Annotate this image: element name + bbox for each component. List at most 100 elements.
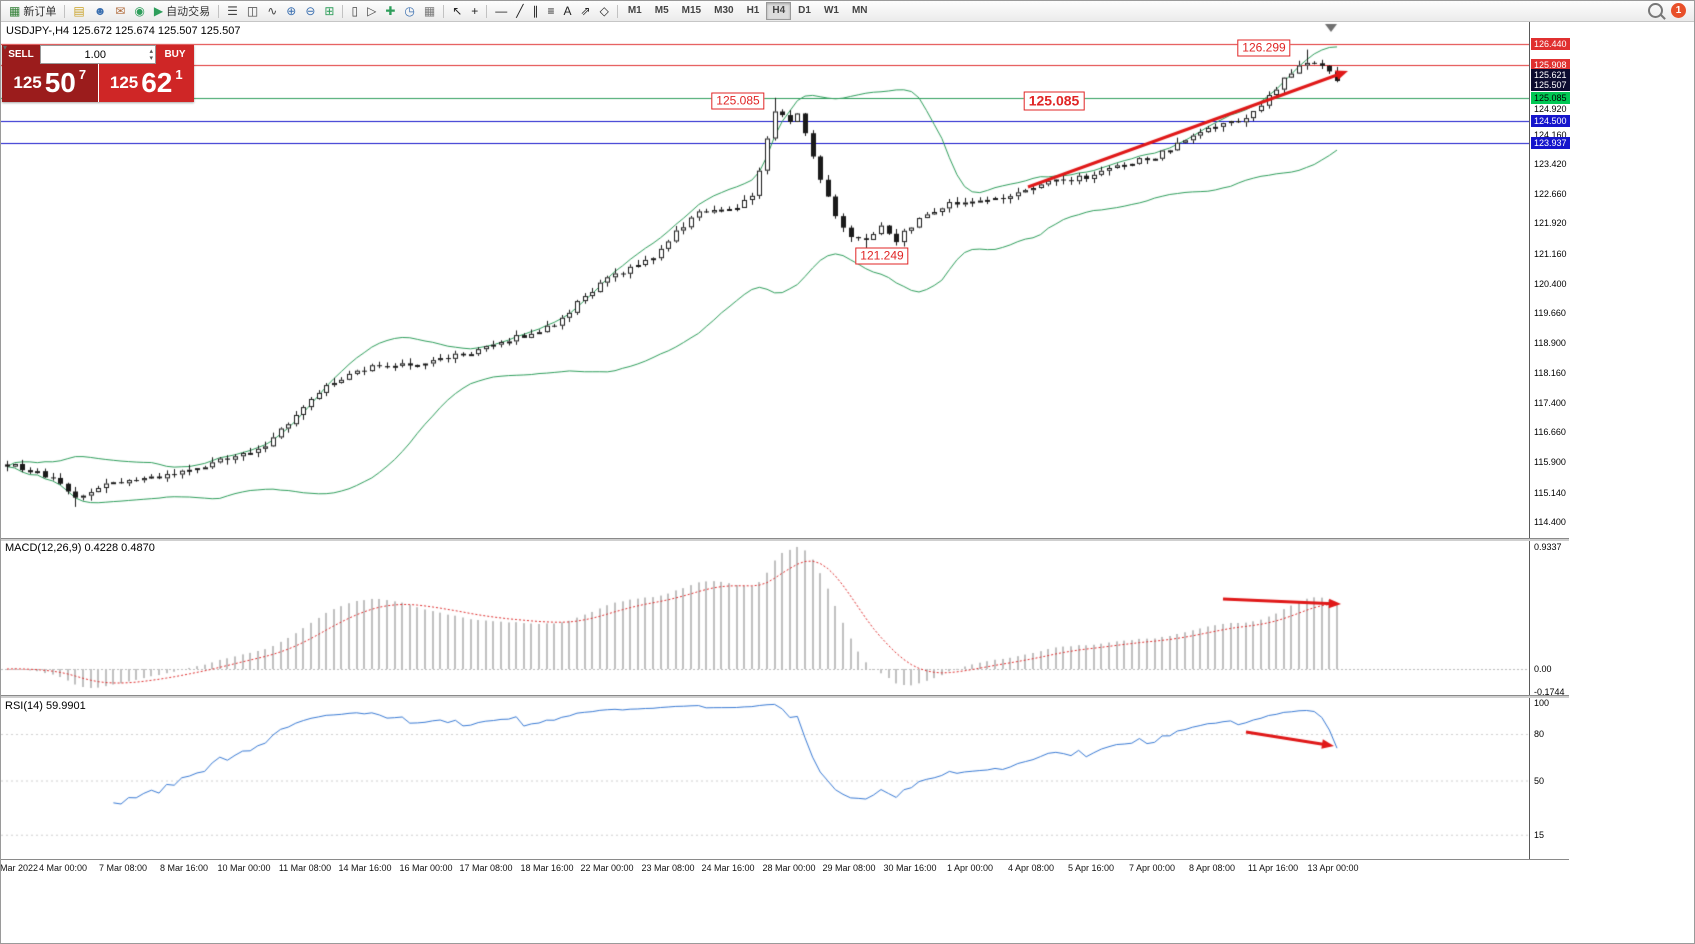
time-axis-label: 13 Apr 00:00 [1307,863,1359,873]
bar-chart-icon: ☰ [227,4,238,18]
time-axis-label: 24 Mar 16:00 [701,863,755,873]
profile-button[interactable]: ☻ [90,2,111,21]
time-axis-label: 4 Apr 08:00 [1007,863,1055,873]
symbol-info-line: USDJPY-,H4 125.672 125.674 125.507 125.5… [6,25,241,37]
volume-value: 1.00 [84,48,106,61]
mail-button[interactable]: ✉ [111,2,129,21]
new-order-icon: ▦ [9,4,21,18]
price-scale-label: 121.160 [1534,249,1567,259]
time-axis-label: 4 Mar 00:00 [38,863,88,873]
zoom-out-button[interactable]: ⊖ [301,2,319,21]
time-axis[interactable]: Mar 2022 4 Mar 00:00 7 Mar 08:00 8 Mar 16:0… [1,859,1569,878]
price-scale-label: 118.900 [1534,338,1566,348]
sell-button[interactable]: SELL [2,45,40,64]
auto-scroll-button[interactable]: ▯ [347,2,362,21]
cursor-icon: ↖ [452,4,463,18]
fibonacci-tool-icon: ≡ [547,4,555,18]
hline-tool-icon: — [495,4,508,18]
auto-trading-button[interactable]: ▶ 自动交易 [150,2,214,21]
price-scale[interactable]: 126.440 125.908 125.621 125.507 125.085 124.9… [1529,21,1596,877]
volume-up-button[interactable]: ▴ [149,47,153,55]
shapes-tool-icon: ◇ [599,4,609,18]
community-button[interactable]: ◉ [130,2,148,21]
macd-scale-label: 0.9337 [1534,542,1562,552]
one-click-trading-panel: SELL 1.00 ▴ ▾ BUY 125 50 7 125 62 1 [2,45,194,102]
toolbar-separator [342,4,344,18]
shapes-tool-button[interactable]: ◇ [596,2,613,21]
time-axis-label: 7 Apr 00:00 [1128,863,1176,873]
time-axis-label: 1 Apr 00:00 [946,863,994,873]
chart-shift-button[interactable]: ▷ [363,2,380,21]
arrows-tool-button[interactable]: ⇗ [577,2,595,21]
timeframe-button-w1[interactable]: W1 [823,5,839,16]
channel-tool-button[interactable]: ∥ [529,2,543,21]
buy-price-button[interactable]: 125 62 1 [98,64,194,102]
price-annotation[interactable]: 125.085 [1023,91,1085,111]
one-click-collapse-icon[interactable]: ▾ [3,43,8,52]
rsi-indicator-label: RSI(14) 59.9901 [5,700,86,712]
community-icon: ◉ [134,4,145,18]
price-scale-label: 120.400 [1534,279,1567,289]
time-axis-label: 17 Mar 08:00 [459,863,513,873]
new-chart-dropdown[interactable]: ✚ [381,2,399,21]
cursor-button[interactable]: ↖ [448,2,466,21]
templates-dropdown[interactable]: ▦ [420,2,439,21]
search-icon[interactable] [1648,3,1663,18]
price-scale-label: 114.400 [1534,517,1566,527]
rsi-scale-label: 100 [1534,698,1550,708]
timeframe-button-m15[interactable]: M15 [681,5,702,16]
volume-down-button[interactable]: ▾ [149,54,153,62]
buy-price-sup: 1 [175,67,183,82]
sell-price-button[interactable]: 125 50 7 [2,64,99,102]
timeframe-button-h4[interactable]: H4 [766,2,792,20]
price-scale-label: 123.937 [1531,137,1570,149]
zoom-in-button[interactable]: ⊕ [282,2,300,21]
chart-shift-icon: ▷ [367,4,377,18]
trendline-tool-icon: ╱ [516,4,524,18]
time-axis-label: 11 Mar 08:00 [278,863,332,873]
line-chart-icon: ∿ [267,4,278,18]
timeframe-button-mn[interactable]: MN [851,5,868,16]
price-scale-label: 119.660 [1534,308,1566,318]
price-annotation[interactable]: 125.085 [711,92,765,110]
sell-price-sup: 7 [78,67,87,82]
volume-field[interactable]: 1.00 ▴ ▾ [40,45,156,64]
timeframe-button-m30[interactable]: M30 [714,5,734,16]
charts-icon: ▤ [73,4,85,18]
price-scale-label: 116.660 [1534,427,1566,437]
crosshair-button[interactable]: + [467,2,482,21]
panel-divider-macd[interactable] [1,538,1569,541]
text-tool-button[interactable]: A [560,2,576,21]
tile-windows-button[interactable]: ⊞ [320,2,338,21]
panel-divider-rsi[interactable] [1,695,1569,698]
time-axis-label: 18 Mar 16:00 [520,863,574,873]
rsi-scale-label: 50 [1534,776,1545,786]
bar-chart-button[interactable]: ☰ [223,2,242,21]
toolbar-separator [218,4,220,18]
candlestick-chart-button[interactable]: ◫ [243,2,262,21]
price-chart-canvas[interactable] [1,21,1529,859]
price-annotation[interactable]: 121.249 [855,247,909,265]
periods-dropdown[interactable]: ◷ [400,2,418,21]
buy-button[interactable]: BUY [156,45,194,64]
notification-badge[interactable]: 1 [1671,3,1686,18]
charts-button[interactable]: ▤ [69,2,88,21]
timeframe-button-m1[interactable]: M1 [627,5,642,16]
trendline-tool-button[interactable]: ╱ [512,2,527,21]
timeframe-button-m5[interactable]: M5 [654,5,669,16]
new-order-button[interactable]: ▦ 新订单 [5,2,60,21]
fibonacci-tool-button[interactable]: ≡ [544,2,559,21]
macd-indicator-label: MACD(12,26,9) 0.4228 0.4870 [5,542,155,554]
buy-price-pips: 62 [141,67,173,98]
hline-tool-button[interactable]: — [491,2,511,21]
time-axis-label: 8 Apr 08:00 [1188,863,1236,873]
timeframe-button-h1[interactable]: H1 [746,5,760,16]
price-scale-label: 115.140 [1534,488,1566,498]
time-axis-label: 10 Mar 00:00 [217,863,271,873]
price-annotation[interactable]: 126.299 [1237,39,1291,57]
buy-price-main: 125 [109,73,139,92]
price-scale-label: 125.085 [1531,92,1570,104]
timeframe-button-d1[interactable]: D1 [798,5,811,16]
line-chart-button[interactable]: ∿ [263,2,281,21]
